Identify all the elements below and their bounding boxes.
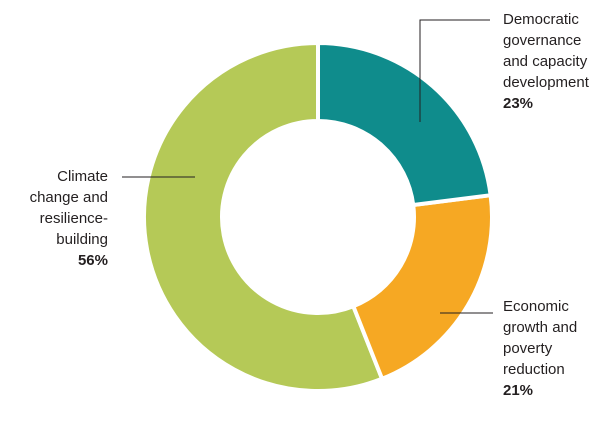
donut-slice [350,192,494,382]
value-label: 23% [503,95,534,112]
category-name: Economic growth and poverty reduction [503,298,578,378]
category-name: Climate change and resilience-building [29,168,108,248]
category-name: Democratic governance and capacity devel… [503,11,589,91]
value-label: 21% [503,382,534,399]
slice-label: Climate change and resilience-building 56… [18,166,108,271]
donut-slice [142,40,385,393]
donut-slice [316,40,493,208]
slice-label: Economic growth and poverty reduction 21% [503,296,605,401]
leader-line [419,19,490,122]
value-label: 56% [77,252,108,269]
slice-label: Democratic governance and capacity devel… [503,9,605,114]
